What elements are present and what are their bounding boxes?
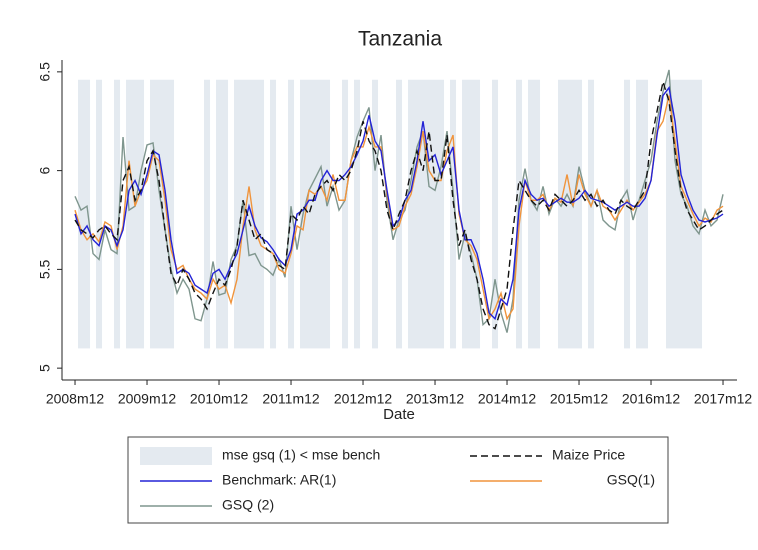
shaded-period bbox=[354, 79, 361, 349]
x-tick-label: 2014m12 bbox=[478, 391, 537, 407]
x-tick-label: 2009m12 bbox=[118, 391, 177, 407]
legend-label: mse gsq (1) < mse bench bbox=[222, 447, 380, 463]
shaded-period bbox=[234, 79, 265, 349]
shaded-period bbox=[492, 79, 499, 349]
x-tick-label: 2012m12 bbox=[334, 391, 393, 407]
shaded-period bbox=[528, 79, 541, 349]
y-tick-label: 6 bbox=[37, 167, 53, 175]
legend-label: GSQ(1) bbox=[607, 472, 655, 488]
shaded-period bbox=[636, 79, 649, 349]
shaded-period bbox=[96, 79, 103, 349]
legend-label: Benchmark: AR(1) bbox=[222, 472, 336, 488]
legend-label: GSQ (2) bbox=[222, 497, 274, 513]
shaded-period bbox=[462, 79, 481, 349]
x-tick-label: 2008m12 bbox=[46, 391, 105, 407]
shaded-period bbox=[408, 79, 445, 349]
y-tick-label: 5.5 bbox=[37, 259, 53, 279]
shaded-period bbox=[126, 79, 145, 349]
shaded-period bbox=[300, 79, 331, 349]
shaded-period bbox=[270, 79, 277, 349]
legend-swatch bbox=[140, 447, 212, 465]
x-tick-label: 2013m12 bbox=[406, 391, 465, 407]
series-line bbox=[74, 81, 724, 330]
shaded-period bbox=[558, 79, 583, 349]
shaded-period bbox=[588, 79, 595, 349]
shaded-period bbox=[114, 79, 121, 349]
shaded-period bbox=[342, 79, 349, 349]
y-tick-label: 6.5 bbox=[37, 62, 53, 82]
x-tick-label: 2010m12 bbox=[190, 391, 249, 407]
shaded-period bbox=[78, 79, 91, 349]
shaded-period bbox=[450, 79, 457, 349]
legend-label: Maize Price bbox=[552, 447, 625, 463]
shaded-period bbox=[216, 79, 229, 349]
series-line bbox=[74, 95, 724, 321]
x-axis-label: Date bbox=[383, 406, 415, 423]
shaded-period bbox=[372, 79, 379, 349]
x-tick-label: 2016m12 bbox=[622, 391, 681, 407]
x-tick-label: 2017m12 bbox=[694, 391, 753, 407]
x-tick-label: 2015m12 bbox=[550, 391, 609, 407]
y-tick-label: 5 bbox=[37, 364, 53, 372]
legend-box bbox=[127, 436, 669, 524]
chart-title: Tanzania bbox=[358, 28, 442, 51]
x-tick-label: 2011m12 bbox=[262, 391, 320, 407]
shaded-period bbox=[204, 79, 211, 349]
shaded-period bbox=[624, 79, 631, 349]
